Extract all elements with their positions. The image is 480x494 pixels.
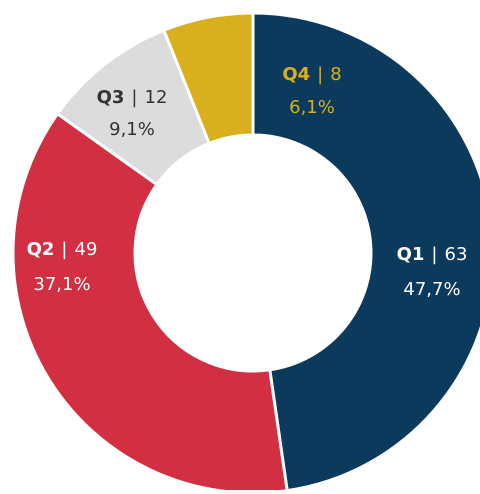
value-label: 63 <box>445 244 468 265</box>
separator: | <box>317 64 323 85</box>
donut-slice <box>11 111 289 494</box>
separator: | <box>131 87 137 108</box>
percent-label: 6,1% <box>289 97 335 118</box>
value-label: 49 <box>75 239 98 260</box>
separator: | <box>61 239 67 260</box>
percent-label: 37,1% <box>33 274 90 295</box>
value-label: 12 <box>145 87 168 108</box>
category-name: Q1 <box>397 244 425 265</box>
category-name: Q3 <box>97 87 125 108</box>
percent-label: 47,7% <box>403 279 460 300</box>
slice-label: Q4 | 8 <box>282 64 341 85</box>
category-name: Q2 <box>27 239 55 260</box>
donut-slice <box>161 11 255 146</box>
slice-label: Q3 | 12 <box>97 87 168 108</box>
slice-label: Q1 | 63 <box>397 244 468 265</box>
category-name: Q4 <box>282 64 310 85</box>
donut-slice <box>251 11 480 493</box>
slice-label: Q2 | 49 <box>27 239 98 260</box>
percent-label: 9,1% <box>109 119 155 140</box>
value-label: 8 <box>330 64 341 85</box>
separator: | <box>431 244 437 265</box>
